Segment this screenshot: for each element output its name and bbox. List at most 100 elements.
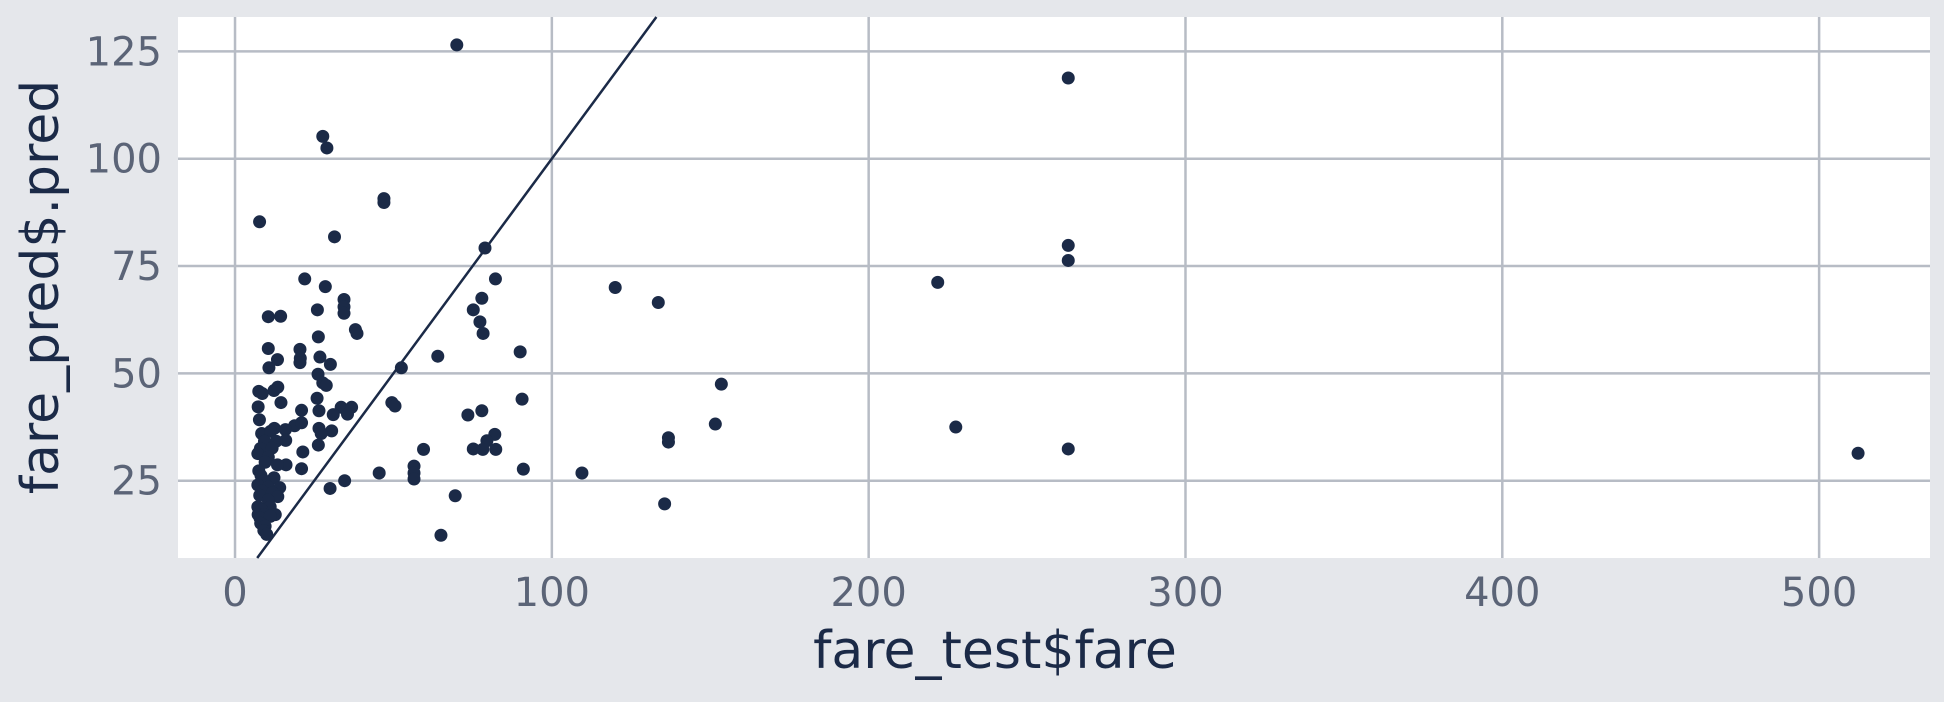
data-point [475, 291, 489, 305]
data-point [264, 424, 278, 438]
data-point [311, 330, 325, 344]
data-point [296, 445, 310, 459]
data-point [476, 326, 490, 340]
data-point [1061, 238, 1075, 252]
data-point [337, 306, 351, 320]
data-point [513, 345, 527, 359]
reference-line-layer [256, 16, 658, 559]
data-point [1061, 71, 1075, 85]
data-point [651, 296, 665, 310]
data-point [1061, 253, 1075, 267]
data-point [263, 509, 277, 523]
y-axis-title: fare_pred$.pred [11, 80, 71, 495]
data-point [515, 392, 529, 406]
data-point [311, 438, 325, 452]
data-point [476, 442, 490, 456]
data-point [372, 466, 386, 480]
data-point [310, 391, 324, 405]
data-point [450, 38, 464, 52]
y-axis-ticks: 25 50 75 100 125 [86, 29, 162, 504]
plot-panel [178, 17, 1930, 558]
y-tick-label: 25 [111, 459, 162, 505]
data-point [274, 309, 288, 323]
data-point [293, 356, 307, 370]
data-point [270, 353, 284, 367]
data-point [261, 310, 275, 324]
data-point [313, 350, 327, 364]
data-point [661, 435, 675, 449]
data-point [251, 400, 265, 414]
data-point [658, 497, 672, 511]
data-point [316, 129, 330, 143]
data-point [489, 442, 503, 456]
x-axis-title: fare_test$fare [813, 621, 1177, 681]
data-point [323, 357, 337, 371]
data-point [295, 403, 309, 417]
data-point [314, 426, 328, 440]
data-point [310, 303, 324, 317]
data-point [279, 433, 293, 447]
data-point [295, 416, 309, 430]
data-point [295, 462, 309, 476]
data-point [949, 420, 963, 434]
data-point [262, 361, 276, 375]
data-point [473, 315, 487, 329]
data-point [338, 474, 352, 488]
x-tick-label: 400 [1464, 570, 1540, 616]
data-point [325, 424, 339, 438]
data-point [714, 377, 728, 391]
data-point [377, 195, 391, 209]
data-point [417, 442, 431, 456]
data-point [466, 303, 480, 317]
data-point [434, 528, 448, 542]
data-point [298, 272, 312, 286]
x-tick-label: 300 [1147, 570, 1223, 616]
data-point [608, 281, 622, 294]
y-tick-label: 125 [86, 29, 162, 75]
data-point [575, 466, 589, 480]
x-tick-label: 100 [514, 570, 590, 616]
data-point [1061, 442, 1075, 456]
data-point [323, 481, 337, 495]
x-tick-label: 200 [830, 570, 906, 616]
data-point [340, 407, 354, 421]
data-point [320, 141, 334, 155]
data-point [931, 275, 945, 289]
reference-line [256, 16, 658, 559]
x-tick-label: 0 [222, 570, 247, 616]
data-point [461, 408, 475, 422]
data-point [516, 462, 530, 476]
data-point [274, 396, 288, 410]
data-point [448, 489, 462, 503]
data-point [388, 399, 402, 413]
data-point [708, 417, 722, 431]
data-point [319, 378, 333, 392]
data-point [312, 404, 326, 418]
y-tick-label: 100 [86, 137, 162, 183]
data-point [253, 215, 267, 229]
data-point [394, 361, 408, 375]
data-point [1851, 446, 1865, 460]
data-point [475, 404, 489, 418]
y-tick-label: 75 [111, 244, 162, 290]
data-point [261, 341, 275, 355]
data-point [260, 527, 274, 541]
data-points [251, 38, 1865, 542]
data-point [252, 413, 266, 427]
data-point [278, 423, 292, 437]
x-tick-label: 500 [1781, 570, 1857, 616]
data-point [466, 442, 480, 456]
data-point [488, 272, 502, 286]
data-point [328, 230, 342, 244]
data-point [271, 380, 285, 394]
data-point [251, 447, 265, 461]
y-tick-label: 50 [111, 351, 162, 397]
data-point [326, 408, 340, 422]
data-point [478, 241, 492, 255]
data-point [350, 326, 364, 340]
data-point [255, 387, 269, 401]
data-point [318, 280, 332, 294]
x-axis-ticks: 0 100 200 300 400 500 [222, 570, 1857, 616]
